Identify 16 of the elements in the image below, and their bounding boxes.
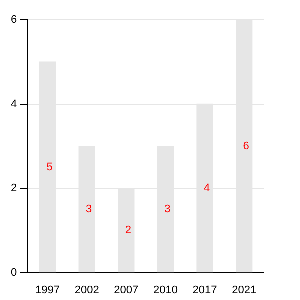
y-tick-label: 4	[10, 98, 18, 110]
x-tick-label: 2002	[74, 284, 100, 296]
y-tick-label: 6	[10, 14, 18, 26]
x-tick-label: 2021	[232, 284, 257, 296]
x-tick-label: 2010	[153, 284, 178, 296]
data-label: 2	[125, 224, 132, 237]
data-label: 3	[164, 204, 171, 216]
x-tick-label: 1997	[36, 284, 60, 296]
y-tick-label: 0	[10, 266, 18, 279]
x-tick-label: 2007	[114, 284, 139, 296]
y-tick-label: 2	[10, 182, 18, 195]
x-tick-label: 2017	[192, 284, 218, 296]
data-label: 6	[243, 140, 250, 152]
data-label: 3	[86, 204, 92, 216]
data-label: 4	[204, 182, 210, 195]
data-label: 5	[46, 162, 53, 174]
